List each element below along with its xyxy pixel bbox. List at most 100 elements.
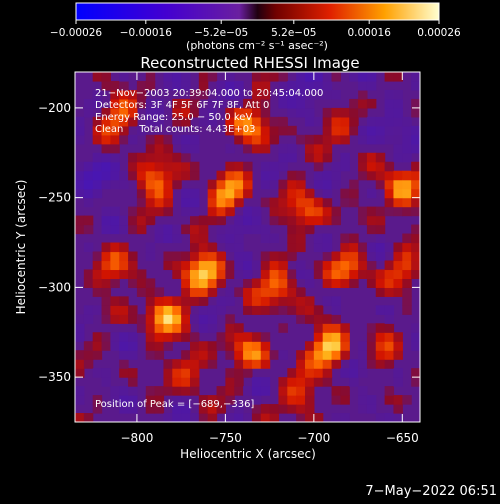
heatmap-cell	[181, 80, 191, 91]
heatmap-cell	[163, 368, 173, 378]
heatmap-cell	[216, 224, 226, 235]
heatmap-cell	[366, 161, 377, 172]
heatmap-cell	[287, 143, 297, 154]
heatmap-cell	[172, 377, 182, 387]
heatmap-cell	[384, 359, 395, 369]
heatmap-cell	[101, 278, 111, 288]
heatmap-cell	[305, 197, 315, 208]
heatmap-cell	[181, 323, 191, 333]
heatmap-cell	[136, 323, 147, 333]
heatmap-cell	[172, 404, 182, 414]
heatmap-cell	[313, 161, 324, 172]
heatmap-cell	[198, 269, 209, 280]
heatmap-cell	[154, 305, 165, 315]
heatmap-cell	[234, 332, 244, 342]
heatmap-cell	[119, 80, 129, 91]
heatmap-cell	[225, 413, 235, 422]
heatmap-cell	[322, 188, 333, 199]
heatmap-cell	[225, 161, 235, 172]
heatmap-cell	[243, 278, 253, 288]
heatmap-cell	[163, 197, 173, 208]
heatmap-cell	[128, 134, 138, 145]
heatmap-cell	[322, 197, 333, 208]
heatmap-cell	[128, 269, 138, 280]
heatmap-cell	[366, 170, 377, 181]
heatmap-cell	[225, 323, 235, 333]
heatmap-cell	[251, 377, 262, 387]
heatmap-cell	[340, 350, 350, 360]
heatmap-cell	[83, 269, 94, 280]
heatmap-cell	[349, 188, 359, 199]
heatmap-cell	[136, 161, 147, 172]
heatmap-cell	[296, 188, 306, 199]
heatmap-cell	[322, 350, 333, 360]
heatmap-cell	[207, 215, 218, 226]
heatmap-cell	[305, 404, 315, 414]
heatmap-cell	[234, 233, 244, 244]
heatmap-cell	[278, 188, 288, 199]
heatmap-cell	[163, 134, 173, 145]
heatmap-cell	[216, 179, 226, 190]
heatmap-cell	[296, 404, 306, 414]
heatmap-cell	[393, 188, 403, 199]
plot-frame	[74, 71, 421, 423]
heatmap-cell	[243, 206, 253, 217]
heatmap-cell	[207, 72, 218, 82]
heatmap-cell	[216, 386, 226, 396]
heatmap-cell	[234, 260, 244, 271]
heatmap-cell	[313, 368, 324, 378]
heatmap-cell	[154, 170, 165, 181]
heatmap-cell	[366, 332, 377, 342]
heatmap-cell	[128, 377, 138, 387]
heatmap-cell	[181, 98, 191, 109]
heatmap-cell	[384, 161, 395, 172]
heatmap-cell	[366, 125, 377, 136]
heatmap-cell	[128, 341, 138, 351]
heatmap-cell	[393, 134, 403, 145]
heatmap-cell	[119, 395, 129, 405]
colorbar-tick-label: 0.00016	[347, 27, 391, 39]
heatmap-cell	[340, 134, 350, 145]
heatmap-cell	[207, 323, 218, 333]
heatmap-cell	[393, 332, 403, 342]
heatmap-cell	[402, 116, 412, 127]
heatmap-cell	[181, 359, 191, 369]
heatmap-cell	[331, 134, 341, 145]
heatmap-cell	[322, 242, 333, 253]
heatmap-cell	[366, 323, 377, 333]
heatmap-cell	[101, 341, 111, 351]
heatmap-cell	[313, 89, 324, 100]
heatmap-cell	[181, 260, 191, 271]
heatmap-cell	[243, 368, 253, 378]
heatmap-cell	[207, 314, 218, 324]
heatmap-cell	[313, 359, 324, 369]
heatmap-cell	[384, 305, 395, 315]
heatmap-cell	[278, 161, 288, 172]
heatmap-cell	[287, 377, 297, 387]
heatmap-cell	[172, 413, 182, 422]
heatmap-cell	[128, 89, 138, 100]
heatmap-cell	[384, 170, 395, 181]
heatmap-cell	[296, 287, 306, 297]
heatmap-cell	[331, 350, 341, 360]
heatmap-cell	[305, 395, 315, 405]
heatmap-cell	[172, 359, 182, 369]
heatmap-cell	[305, 278, 315, 288]
heatmap-cell	[83, 350, 94, 360]
heatmap-cell	[145, 215, 156, 226]
heatmap-cell	[190, 215, 200, 226]
heatmap-cell	[216, 260, 226, 271]
heatmap-cell	[216, 278, 226, 288]
heatmap-cell	[119, 314, 129, 324]
heatmap-cell	[136, 215, 147, 226]
heatmap-cell	[269, 215, 280, 226]
heatmap-cell	[296, 260, 306, 271]
heatmap-cell	[402, 287, 412, 297]
heatmap-cell	[384, 332, 395, 342]
heatmap-cell	[313, 179, 324, 190]
heatmap-cell	[101, 287, 111, 297]
heatmap-cell	[207, 260, 218, 271]
x-axis-ticks: −800 −750 −700 −650	[120, 72, 419, 445]
colorbar-tick-label: 5.2e−05	[271, 27, 316, 39]
heatmap-cell	[145, 179, 156, 190]
